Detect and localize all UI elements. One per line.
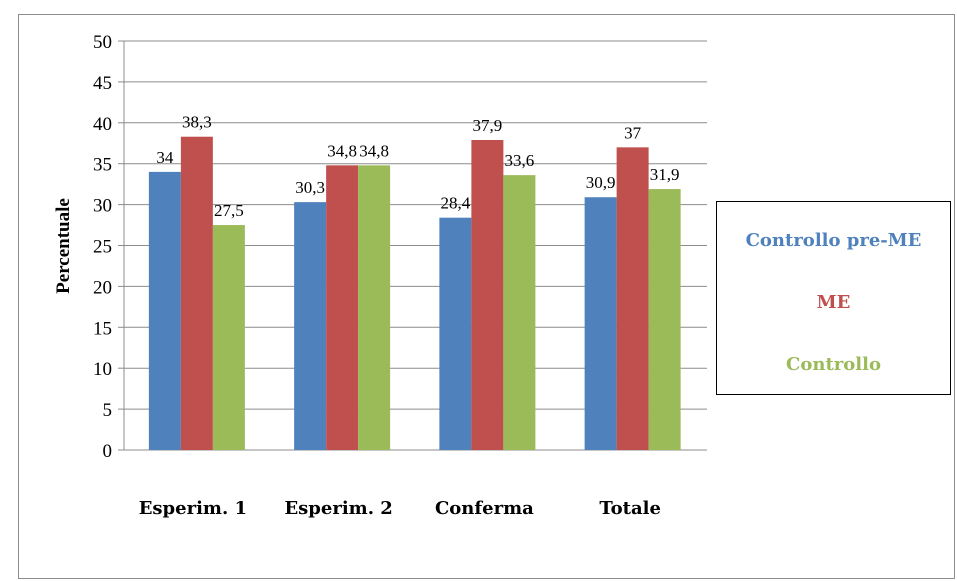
legend: Controllo pre-ME ME Controllo (716, 201, 951, 395)
bar (180, 136, 213, 450)
category-label: Totale (599, 498, 661, 519)
y-tick-label: 35 (93, 155, 112, 176)
data-label: 34,8 (359, 141, 389, 160)
bar (294, 202, 327, 450)
y-tick-label: 50 (93, 32, 112, 53)
y-tick-label: 45 (93, 73, 112, 94)
legend-item-controllo-pre-me: Controllo pre-ME (745, 230, 922, 251)
bar (439, 217, 472, 450)
data-label: 28,4 (441, 194, 471, 213)
y-tick-label: 10 (93, 359, 112, 380)
bars (148, 136, 681, 451)
bar (358, 165, 391, 450)
x-axis-categories: Esperim. 1 Esperim. 2 Conferma Totale (139, 498, 661, 519)
y-tick-label: 20 (93, 277, 112, 298)
bar (148, 171, 181, 450)
data-label: 37,9 (473, 116, 503, 135)
bar (212, 225, 245, 450)
y-axis-title: Percentuale (53, 198, 74, 294)
data-label: 34,8 (327, 141, 357, 160)
data-label: 37 (624, 123, 642, 142)
bar (326, 165, 359, 450)
data-label: 33,6 (505, 151, 535, 170)
category-label: Esperim. 1 (139, 498, 247, 519)
bar (503, 175, 536, 451)
y-tick-label: 25 (93, 237, 112, 258)
y-tick-label: 15 (93, 318, 112, 339)
legend-item-me: ME (816, 292, 851, 313)
y-tick-label: 30 (93, 196, 112, 217)
y-tick-label: 0 (103, 441, 113, 462)
data-label: 30,3 (295, 178, 325, 197)
bar (471, 139, 504, 450)
data-label: 34 (156, 148, 174, 167)
category-label: Conferma (435, 498, 534, 519)
y-axis-ticks: 0 5 10 15 20 25 30 35 40 45 50 (93, 32, 112, 462)
data-label: 30,9 (586, 173, 616, 192)
bar (648, 189, 681, 451)
category-label: Esperim. 2 (284, 498, 392, 519)
data-label: 38,3 (182, 113, 212, 132)
y-tick-label: 5 (103, 400, 113, 421)
legend-item-controllo: Controllo (786, 354, 881, 375)
y-tick-label: 40 (93, 114, 112, 135)
bar (616, 147, 649, 450)
bar (584, 197, 617, 450)
data-label: 27,5 (214, 201, 244, 220)
data-label: 31,9 (650, 165, 680, 184)
